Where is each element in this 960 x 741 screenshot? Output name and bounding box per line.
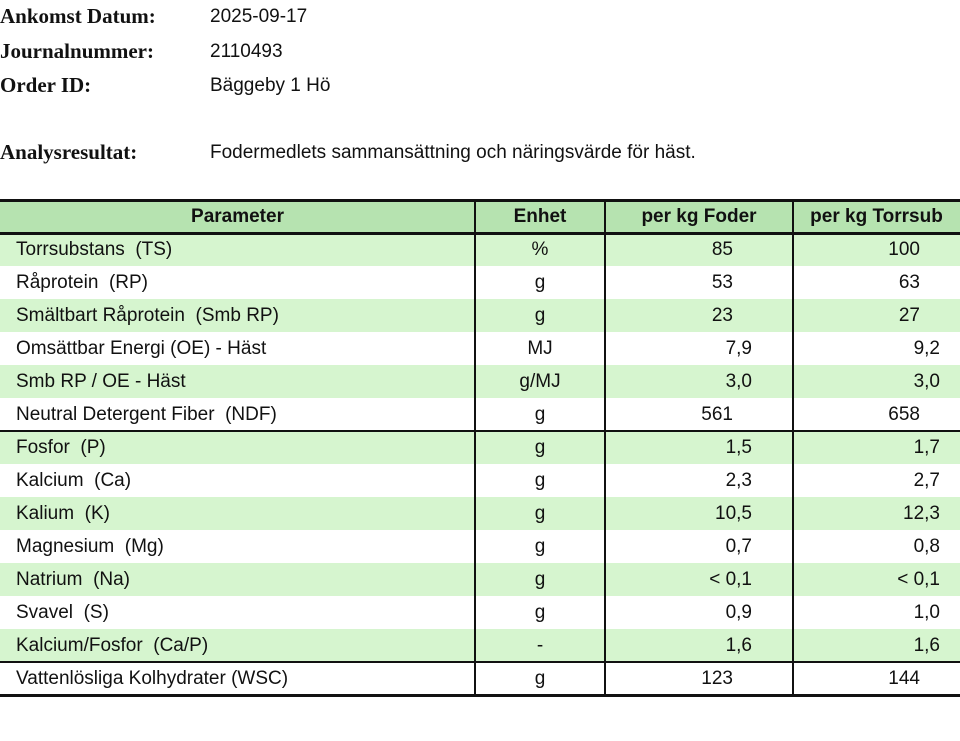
parameter: Kalcium (Ca) [16,470,132,491]
value: 7,9 [725,338,752,359]
value: 12,3 [903,503,940,524]
unit: g [534,404,546,425]
value: 53 [711,272,733,293]
rule [0,661,960,663]
parameter: Vattenlösliga Kolhydrater (WSC) [16,668,289,689]
unit: g [534,305,546,326]
parameter: Omsättbar Energi (OE) - Häst [16,338,267,359]
value: 27 [898,305,920,326]
header-row [0,200,960,233]
value: 1,6 [725,635,752,656]
parameter: Kalcium/Fosfor (Ca/P) [16,635,209,656]
value: 0,7 [725,536,752,557]
unit: g [534,668,546,689]
field-value: Bäggeby 1 Hö [210,75,331,96]
field-label: Order ID: [0,73,92,97]
rule [0,232,960,235]
column-header: per kg Torrsub [810,206,943,227]
value: 2,3 [725,470,752,491]
column-header: Parameter [191,206,284,227]
unit: g [534,569,546,590]
parameter: Smältbart Råprotein (Smb RP) [16,305,279,326]
value: 144 [888,668,920,689]
value: 0,9 [725,602,752,623]
unit: g [534,536,546,557]
value: 1,7 [913,437,940,458]
field-value: 2110493 [210,41,283,62]
value: 2,7 [913,470,940,491]
value: < 0,1 [709,569,752,590]
field-label: Analysresultat: [0,140,138,164]
value: 3,0 [725,371,752,392]
unit: MJ [527,338,553,359]
unit: g [534,503,546,524]
rule [0,430,960,432]
value: 100 [888,239,920,260]
unit: % [531,239,549,260]
value: 1,0 [913,602,940,623]
value: 63 [898,272,920,293]
parameter: Kalium (K) [16,503,110,524]
value: 85 [711,239,733,260]
value: 123 [701,668,733,689]
value: 9,2 [913,338,940,359]
column-header: Enhet [513,206,567,227]
unit: g [534,272,546,293]
column-rule [792,200,794,695]
value: 0,8 [913,536,940,557]
unit: g [534,470,546,491]
value: 561 [701,404,733,425]
value: 3,0 [913,371,940,392]
parameter: Svavel (S) [16,602,109,623]
unit: g/MJ [519,371,561,392]
parameter: Smb RP / OE - Häst [16,371,186,392]
row-band [0,233,960,266]
value: 1,6 [913,635,940,656]
field-value: Fodermedlets sammansättning och näringsv… [210,142,696,163]
value: 10,5 [715,503,752,524]
unit: g [534,437,546,458]
value: 1,5 [725,437,752,458]
parameter: Fosfor (P) [16,437,106,458]
parameter: Råprotein (RP) [16,272,148,293]
rule [0,694,960,697]
column-header: per kg Foder [641,206,757,227]
parameter: Torrsubstans (TS) [16,239,173,260]
parameter: Neutral Detergent Fiber (NDF) [16,404,277,425]
field-label: Ankomst Datum: [0,4,156,28]
row-band [0,497,960,530]
value: < 0,1 [897,569,940,590]
column-rule [474,200,476,695]
field-label: Journalnummer: [0,39,154,63]
column-rule [604,200,606,695]
row-band [0,431,960,464]
field-value: 2025-09-17 [210,6,308,27]
value: 23 [711,305,733,326]
unit: g [534,602,546,623]
rule [0,199,960,202]
row-band [0,365,960,398]
row-band [0,629,960,662]
row-band [0,563,960,596]
parameter: Natrium (Na) [16,569,131,590]
value: 658 [888,404,920,425]
parameter: Magnesium (Mg) [16,536,164,557]
unit: - [536,635,544,656]
row-band [0,299,960,332]
